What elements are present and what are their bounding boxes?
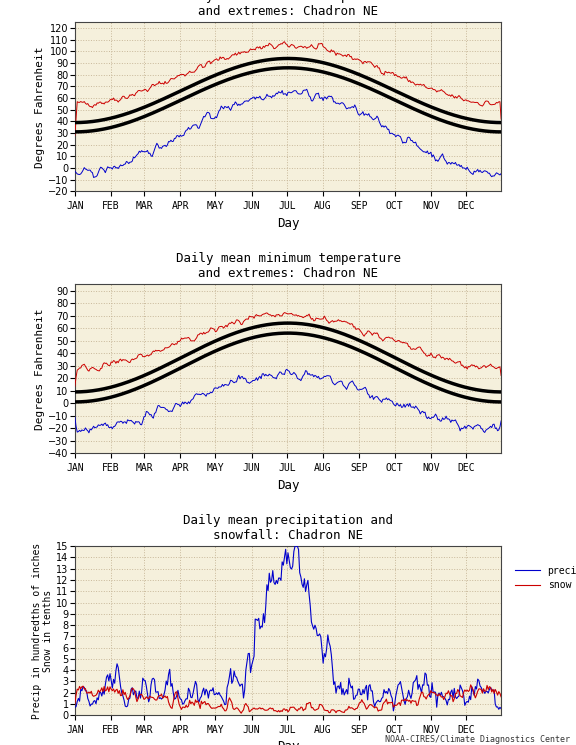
Title: Daily mean maximum temperature
and extremes: Chadron NE: Daily mean maximum temperature and extre…	[176, 0, 400, 19]
snow	[242, 699, 249, 708]
snow	[467, 680, 474, 689]
precip	[162, 685, 169, 694]
precip	[71, 703, 78, 711]
precip	[498, 704, 505, 713]
snow	[480, 684, 487, 693]
Line: snow: snow	[75, 685, 501, 713]
Title: Daily mean minimum temperature
and extremes: Chadron NE: Daily mean minimum temperature and extre…	[176, 253, 400, 280]
snow	[238, 708, 245, 717]
snow	[245, 703, 252, 711]
precip	[480, 686, 487, 695]
X-axis label: Day: Day	[276, 741, 300, 745]
X-axis label: Day: Day	[276, 217, 300, 229]
snow	[71, 700, 78, 708]
Text: NOAA-CIRES/Climate Diagnostics Center: NOAA-CIRES/Climate Diagnostics Center	[385, 735, 570, 744]
Line: precip: precip	[75, 546, 501, 711]
precip	[439, 692, 446, 701]
precip	[241, 685, 248, 694]
Y-axis label: Precip in hundredths of inches
Snow in tenths: Precip in hundredths of inches Snow in t…	[32, 542, 54, 719]
X-axis label: Day: Day	[276, 478, 300, 492]
Y-axis label: Degrees Fahrenheit: Degrees Fahrenheit	[35, 308, 46, 430]
precip	[291, 542, 298, 551]
snow	[438, 693, 445, 702]
snow	[498, 692, 505, 701]
Legend: precip, snow: precip, snow	[514, 565, 576, 592]
precip	[244, 657, 251, 666]
Title: Daily mean precipitation and
snowfall: Chadron NE: Daily mean precipitation and snowfall: C…	[183, 514, 393, 542]
snow	[188, 697, 195, 706]
precip	[390, 706, 397, 715]
snow	[162, 691, 169, 700]
precip	[188, 693, 195, 702]
Y-axis label: Degrees Fahrenheit: Degrees Fahrenheit	[35, 46, 46, 168]
